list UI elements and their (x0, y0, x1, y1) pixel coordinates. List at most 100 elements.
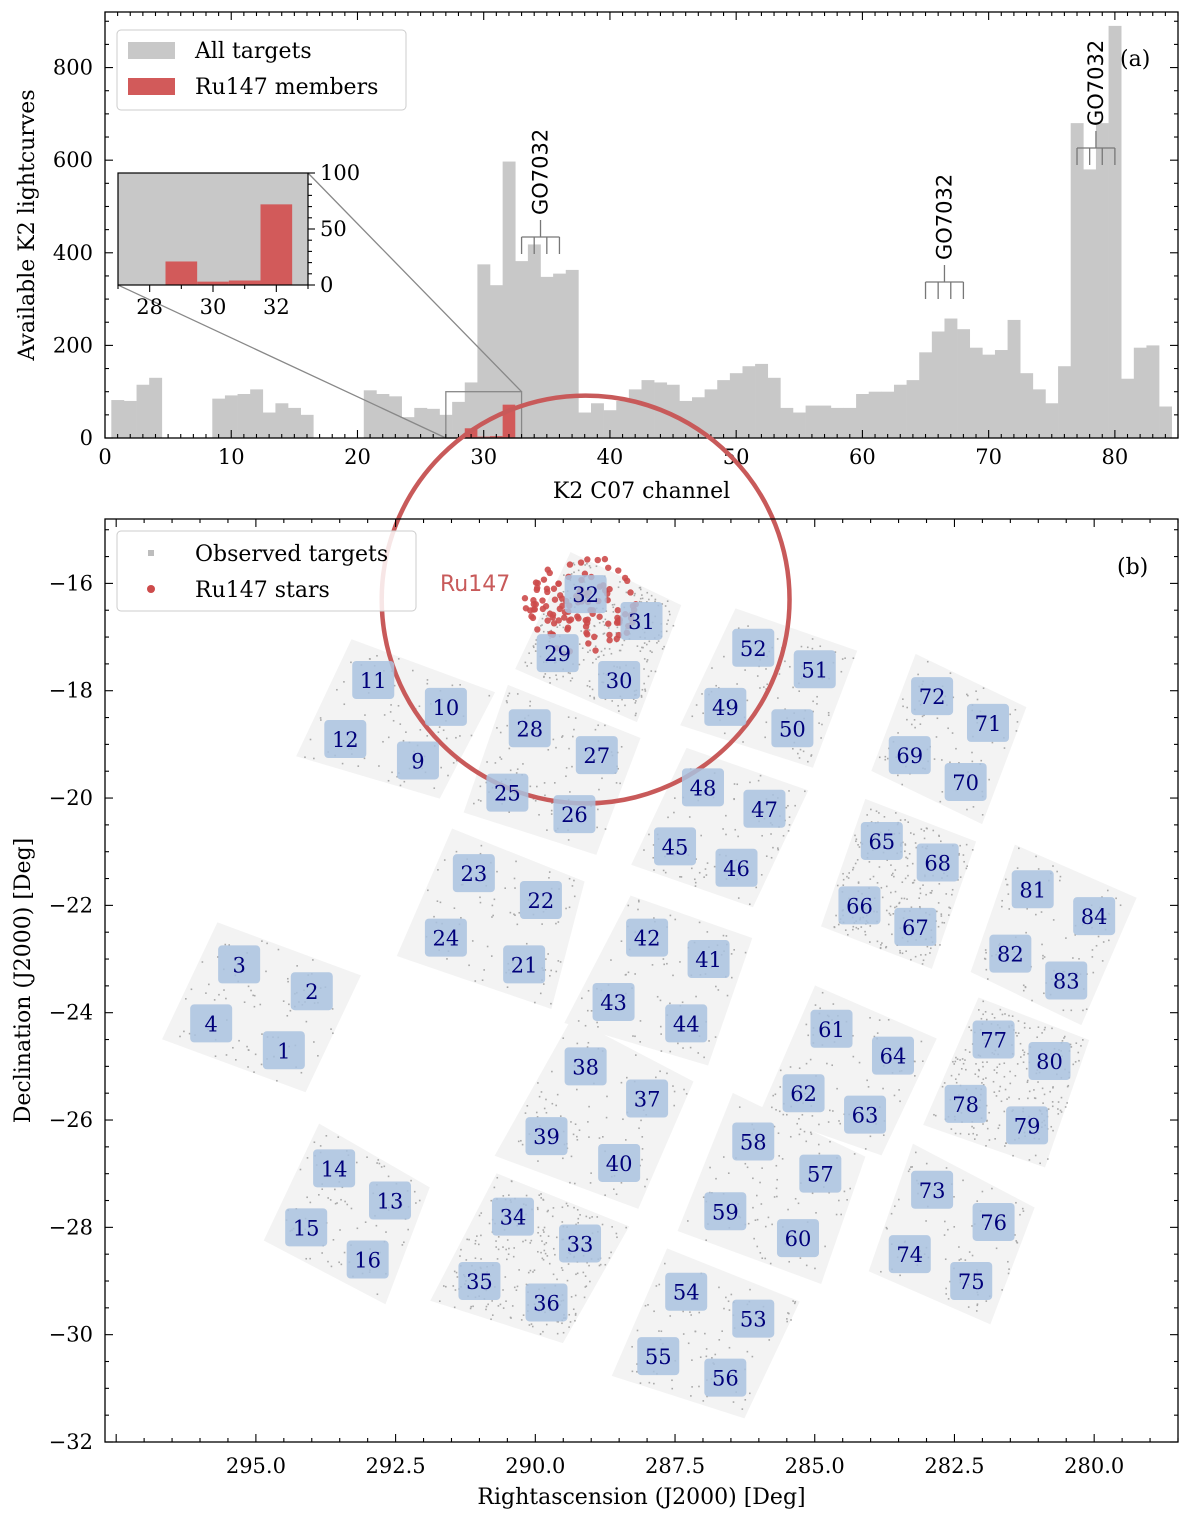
observed-target-point (737, 897, 740, 899)
observed-target-point (809, 1131, 812, 1134)
observed-target-point (737, 627, 740, 630)
observed-target-point (343, 703, 346, 706)
observed-target-point (1005, 1142, 1007, 1144)
observed-target-point (748, 1392, 751, 1395)
observed-target-point (919, 892, 922, 895)
observed-target-point (577, 1221, 579, 1224)
observed-target-point (697, 1052, 700, 1054)
observed-target-point (957, 879, 959, 881)
observed-target-point (649, 650, 652, 652)
observed-target-point (981, 1190, 984, 1193)
observed-target-point (890, 891, 892, 894)
observed-target-point (964, 1049, 967, 1051)
observed-target-point (648, 833, 650, 836)
observed-target-point (635, 1054, 637, 1056)
observed-target-point (810, 754, 813, 756)
ru147-star-point (615, 631, 623, 639)
observed-target-point (253, 994, 256, 997)
all-targets-bar-ch78 (1083, 169, 1097, 438)
channel-label: 16 (354, 1249, 381, 1273)
legend-label-ru147-stars: Ru147 stars (195, 578, 330, 603)
channel-label: 3 (232, 953, 245, 977)
observed-target-point (597, 656, 599, 658)
observed-target-point (792, 1300, 794, 1302)
channel-label-box (285, 1208, 328, 1247)
observed-target-point (1101, 960, 1104, 962)
observed-target-point (548, 877, 550, 879)
observed-target-point (652, 844, 655, 846)
observed-target-point (542, 1330, 544, 1333)
observed-target-point (650, 594, 653, 597)
observed-target-point (943, 1082, 946, 1084)
observed-target-point (598, 622, 601, 624)
observed-target-point (543, 1231, 545, 1233)
observed-target-point (995, 1095, 998, 1097)
observed-target-point (548, 676, 551, 679)
observed-target-point (1072, 957, 1074, 959)
observed-target-point (306, 1196, 308, 1199)
observed-target-point (914, 842, 917, 844)
observed-target-point (1016, 721, 1019, 723)
observed-target-point (978, 1069, 980, 1072)
observed-target-point (771, 1223, 773, 1226)
observed-target-point (673, 1090, 676, 1093)
observed-target-point (895, 905, 898, 908)
observed-target-point (952, 1060, 954, 1063)
observed-target-point (608, 648, 611, 650)
observed-target-point (852, 928, 854, 931)
observed-target-point (317, 1054, 319, 1057)
observed-target-point (752, 1177, 754, 1180)
channel-label: 2 (305, 980, 318, 1004)
observed-target-point (543, 782, 546, 784)
observed-target-point (474, 980, 477, 982)
observed-target-point (534, 650, 537, 652)
channel-label-box (654, 827, 697, 866)
observed-target-point (639, 586, 642, 589)
observed-target-point (965, 867, 968, 870)
observed-target-point (1052, 865, 1054, 867)
observed-target-point (552, 1207, 555, 1209)
observed-target-point (785, 806, 788, 809)
observed-target-point (399, 723, 402, 725)
observed-target-point (1070, 1009, 1073, 1012)
observed-target-point (610, 1251, 612, 1254)
observed-target-point (521, 1143, 524, 1146)
observed-target-point (708, 1040, 710, 1042)
channel-label: 28 (516, 717, 543, 741)
channel-label: 68 (924, 851, 951, 875)
observed-target-point (876, 1032, 879, 1034)
observed-target-point (260, 1063, 263, 1066)
observed-target-point (925, 1162, 928, 1165)
channel-label: 43 (600, 991, 627, 1015)
observed-target-point (846, 875, 848, 878)
observed-target-point (765, 688, 768, 690)
observed-target-point (540, 1197, 543, 1199)
observed-target-point (954, 1060, 957, 1063)
observed-target-point (725, 833, 727, 836)
observed-target-point (698, 871, 701, 874)
observed-target-point (901, 881, 904, 884)
observed-target-point (451, 684, 454, 687)
observed-target-point (567, 839, 570, 841)
observed-target-point (981, 1061, 984, 1064)
observed-target-point (682, 1047, 684, 1049)
observed-target-point (672, 974, 674, 977)
channel-label-box (838, 886, 881, 925)
x-tick-label: 60 (849, 445, 876, 469)
observed-target-point (958, 761, 960, 764)
observed-target-point (894, 1205, 896, 1208)
observed-target-point (792, 747, 794, 750)
observed-target-point (1023, 1051, 1026, 1054)
observed-target-point (253, 1005, 256, 1008)
observed-target-point (378, 1162, 381, 1165)
observed-target-point (641, 688, 644, 691)
observed-target-point (764, 1225, 767, 1228)
observed-target-point (788, 816, 791, 818)
observed-target-point (331, 1008, 334, 1010)
observed-target-point (418, 705, 421, 708)
observed-target-point (536, 1206, 539, 1209)
all-targets-bar-ch68 (957, 329, 971, 438)
observed-target-point (1057, 1101, 1060, 1103)
observed-target-point (390, 704, 392, 706)
channel-label: 25 (494, 782, 521, 806)
